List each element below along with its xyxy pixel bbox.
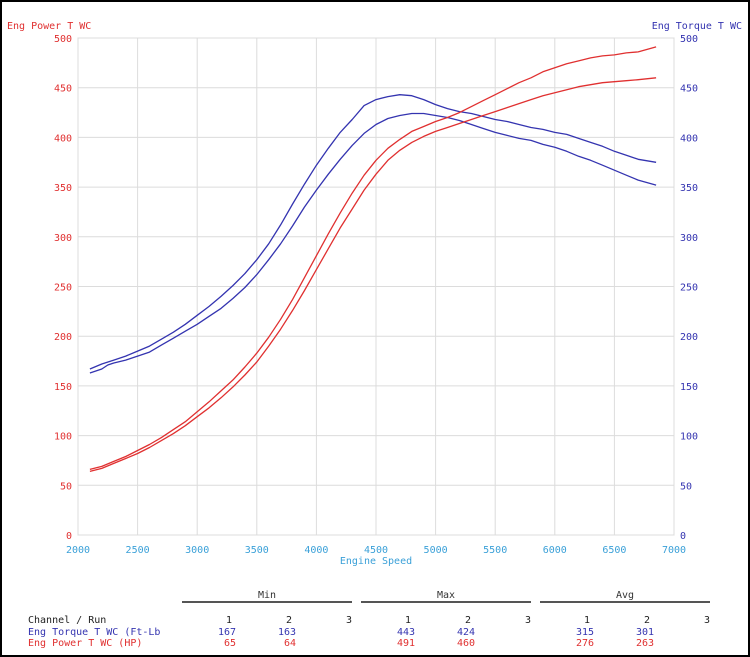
x-tick-label: 4500 [364,545,388,556]
table-group-header-max: Max [437,590,455,601]
table-run-header: 1 [584,615,590,626]
y-right-tick-label: 100 [680,432,698,443]
series-line-power2 [89,77,657,473]
y-right-tick-label: 450 [680,84,698,95]
y-left-tick-label: 0 [66,531,72,542]
table-group-header-min: Min [258,590,276,601]
y-left-tick-label: 450 [54,84,72,95]
x-tick-label: 5000 [424,545,448,556]
y-left-tick-label: 200 [54,332,72,343]
y-left-tick-label: 350 [54,183,72,194]
x-tick-label: 6000 [543,545,567,556]
x-tick-label: 3000 [185,545,209,556]
table-cell-max: 491 [397,638,415,649]
series-line-power1 [89,46,657,471]
y-right-tick-label: 500 [680,34,698,45]
table-run-header: 3 [704,615,710,626]
y-right-tick-label: 200 [680,332,698,343]
x-tick-label: 2500 [126,545,150,556]
y-left-tick-label: 500 [54,34,72,45]
table-cell-max: 443 [397,627,415,638]
y-right-tick-label: 300 [680,233,698,244]
table-cell-avg: 315 [576,627,594,638]
y-right-axis-label: Eng Torque T WC [652,21,742,32]
y-right-tick-label: 0 [680,531,686,542]
table-cell-min: 64 [284,638,296,649]
table-run-header: 3 [525,615,531,626]
y-right-tick-label: 350 [680,183,698,194]
table-run-header: 2 [286,615,292,626]
table-cell-avg: 301 [636,627,654,638]
table-cell-min: 65 [224,638,236,649]
table-cell-max: 424 [457,627,475,638]
y-left-tick-label: 250 [54,283,72,294]
table-cell-min: 163 [278,627,296,638]
table-row-label: Eng Power T WC (HP) [28,638,142,649]
x-axis-label: Engine Speed [340,556,412,567]
x-tick-label: 3500 [245,545,269,556]
table-row-label: Eng Torque T WC (Ft-Lb [28,627,160,638]
table-cell-avg: 276 [576,638,594,649]
x-tick-label: 4000 [304,545,328,556]
x-tick-label: 5500 [483,545,507,556]
table-run-header: 2 [644,615,650,626]
table-cell-max: 460 [457,638,475,649]
table-run-header: 1 [405,615,411,626]
y-right-tick-label: 250 [680,283,698,294]
table-header-label: Channel / Run [28,615,106,626]
x-tick-label: 6500 [602,545,626,556]
series-line-torque2 [89,112,657,374]
y-left-tick-label: 100 [54,432,72,443]
series-line-torque1 [89,94,657,370]
y-left-tick-label: 50 [60,481,72,492]
table-run-header: 3 [346,615,352,626]
y-left-axis-label: Eng Power T WC [7,21,91,32]
table-group-header-avg: Avg [616,590,634,601]
y-left-tick-label: 150 [54,382,72,393]
table-cell-avg: 263 [636,638,654,649]
y-left-tick-label: 300 [54,233,72,244]
x-tick-label: 7000 [662,545,686,556]
y-right-tick-label: 400 [680,133,698,144]
y-left-tick-label: 400 [54,133,72,144]
table-run-header: 2 [465,615,471,626]
table-cell-min: 167 [218,627,236,638]
y-right-tick-label: 50 [680,481,692,492]
x-tick-label: 2000 [66,545,90,556]
y-right-tick-label: 150 [680,382,698,393]
table-run-header: 1 [226,615,232,626]
